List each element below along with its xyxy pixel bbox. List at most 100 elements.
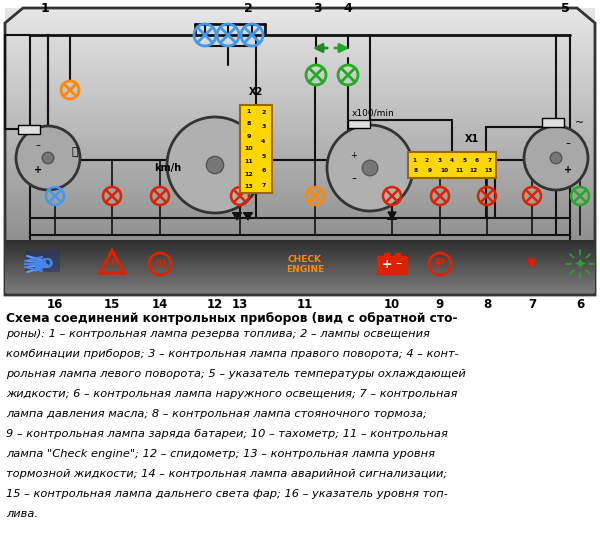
Bar xyxy=(5,151,595,156)
Bar xyxy=(5,58,595,62)
Bar xyxy=(5,248,595,252)
Bar xyxy=(5,212,595,217)
Text: 9: 9 xyxy=(436,298,444,311)
Text: рольная лампа левого поворота; 5 – указатель температуры охлаждающей: рольная лампа левого поворота; 5 – указа… xyxy=(6,369,466,379)
Text: 10: 10 xyxy=(384,298,400,311)
Text: 1: 1 xyxy=(247,109,251,114)
Bar xyxy=(5,80,595,84)
Polygon shape xyxy=(388,212,396,219)
Text: 2: 2 xyxy=(244,2,253,15)
Text: 11: 11 xyxy=(297,298,313,311)
Bar xyxy=(5,249,595,251)
Bar xyxy=(5,127,595,130)
Bar xyxy=(5,292,595,295)
Text: —: — xyxy=(528,255,536,263)
Text: 10: 10 xyxy=(440,168,449,173)
Bar xyxy=(5,29,595,34)
Bar xyxy=(5,15,595,19)
Bar xyxy=(5,266,595,270)
Circle shape xyxy=(206,156,224,174)
Circle shape xyxy=(524,126,588,190)
Polygon shape xyxy=(244,213,252,220)
Text: –: – xyxy=(396,257,402,270)
Bar xyxy=(408,152,496,178)
Circle shape xyxy=(16,126,80,190)
Bar xyxy=(5,22,595,27)
Text: CHECK: CHECK xyxy=(288,255,322,263)
Bar xyxy=(5,123,595,127)
Text: ~: ~ xyxy=(575,118,584,128)
Text: 12: 12 xyxy=(244,172,253,176)
Bar xyxy=(5,162,595,166)
Bar xyxy=(240,105,272,193)
Bar xyxy=(5,270,595,274)
Text: –: – xyxy=(566,138,571,148)
Bar xyxy=(5,280,595,282)
Bar xyxy=(5,19,595,23)
Bar xyxy=(5,73,595,77)
Bar xyxy=(5,256,595,260)
Text: 5: 5 xyxy=(261,154,266,159)
Bar xyxy=(5,33,595,37)
Text: 3: 3 xyxy=(437,158,442,163)
Bar xyxy=(18,125,40,134)
Text: 13: 13 xyxy=(244,184,253,189)
Bar xyxy=(5,243,595,245)
Bar xyxy=(5,263,595,267)
Bar xyxy=(5,259,595,263)
Text: 14: 14 xyxy=(152,298,168,311)
Bar xyxy=(5,275,595,277)
Bar xyxy=(5,271,595,274)
Text: 1: 1 xyxy=(41,2,49,15)
Bar xyxy=(5,65,595,70)
Text: +: + xyxy=(564,165,572,175)
Bar xyxy=(5,245,595,248)
Bar xyxy=(5,262,595,265)
Bar xyxy=(5,55,595,59)
Bar xyxy=(5,134,595,137)
Text: ▼: ▼ xyxy=(527,257,537,270)
Bar xyxy=(5,166,595,170)
Text: ▶: ▶ xyxy=(35,255,49,274)
Circle shape xyxy=(327,125,413,211)
Text: +: + xyxy=(382,257,392,270)
Bar xyxy=(5,205,595,210)
Bar xyxy=(5,130,595,134)
Bar xyxy=(5,285,595,287)
Bar xyxy=(5,269,595,272)
Bar xyxy=(5,288,595,292)
Bar xyxy=(5,51,595,55)
Bar xyxy=(5,278,595,280)
Text: 8: 8 xyxy=(483,298,491,311)
Bar xyxy=(5,261,595,263)
Text: D: D xyxy=(42,257,53,271)
Bar xyxy=(25,250,60,272)
Text: 6: 6 xyxy=(576,298,584,311)
Text: ENGINE: ENGINE xyxy=(286,264,324,274)
Bar xyxy=(5,62,595,66)
Text: 5: 5 xyxy=(463,158,467,163)
Bar xyxy=(5,173,595,177)
Bar xyxy=(5,252,595,254)
Bar xyxy=(5,216,595,220)
Bar xyxy=(5,283,595,286)
Text: 7: 7 xyxy=(528,298,536,311)
Text: 4: 4 xyxy=(450,158,454,163)
Bar xyxy=(5,184,595,188)
Text: 8: 8 xyxy=(413,168,418,173)
Bar xyxy=(5,176,595,181)
Bar xyxy=(5,209,595,213)
Text: лампа "Check engine"; 12 – спидометр; 13 – контрольная лампа уровня: лампа "Check engine"; 12 – спидометр; 13… xyxy=(6,449,435,459)
Text: km/h: km/h xyxy=(154,163,182,173)
Bar xyxy=(5,191,595,195)
Bar xyxy=(5,137,595,141)
Bar xyxy=(5,112,595,116)
Text: –: – xyxy=(352,173,356,183)
Bar xyxy=(5,230,595,235)
Polygon shape xyxy=(233,213,241,220)
Bar xyxy=(5,276,595,279)
Bar xyxy=(5,266,595,268)
Bar xyxy=(5,44,595,48)
Bar xyxy=(5,274,595,277)
Circle shape xyxy=(550,152,562,164)
